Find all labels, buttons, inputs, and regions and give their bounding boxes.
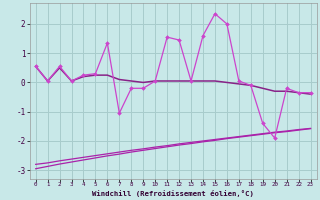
X-axis label: Windchill (Refroidissement éolien,°C): Windchill (Refroidissement éolien,°C) — [92, 190, 254, 197]
